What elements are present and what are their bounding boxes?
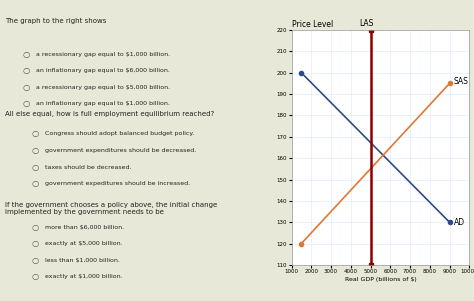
Text: Price Level: Price Level [292,20,333,29]
Text: ○: ○ [32,163,39,172]
Text: AD: AD [454,218,465,227]
Text: exactly at $1,000 billion.: exactly at $1,000 billion. [45,275,123,279]
Text: ○: ○ [32,239,39,248]
Text: government expenditures should be decreased.: government expenditures should be decrea… [45,148,196,153]
Text: ○: ○ [22,83,30,92]
Text: If the government chooses a policy above, the initial change
implemented by the : If the government chooses a policy above… [5,202,217,215]
Text: ○: ○ [32,223,39,232]
Text: ○: ○ [22,99,30,108]
Text: All else equal, how is full employment equilibrium reached?: All else equal, how is full employment e… [5,111,214,117]
Text: ○: ○ [32,179,39,188]
Text: an inflationary gap equal to $1,000 billion.: an inflationary gap equal to $1,000 bill… [36,101,169,106]
Text: ○: ○ [32,256,39,265]
Text: ○: ○ [22,50,30,59]
Text: LAS: LAS [359,19,374,28]
Text: government expeditures should be increased.: government expeditures should be increas… [45,181,190,186]
Text: SAS: SAS [454,77,468,86]
Text: an inflationary gap equal to $6,000 billion.: an inflationary gap equal to $6,000 bill… [36,68,169,73]
Text: a recessionary gap equal to $5,000 billion.: a recessionary gap equal to $5,000 billi… [36,85,170,90]
X-axis label: Real GDP (billions of $): Real GDP (billions of $) [345,277,416,282]
Text: a recessionary gap equal to $1,000 billion.: a recessionary gap equal to $1,000 billi… [36,52,170,57]
Text: more than $6,000 billion.: more than $6,000 billion. [45,225,124,230]
Text: exactly at $5,000 billion.: exactly at $5,000 billion. [45,241,123,246]
Text: taxes should be decreased.: taxes should be decreased. [45,165,131,169]
Text: less than $1,000 billion.: less than $1,000 billion. [45,258,120,263]
Text: ○: ○ [32,129,39,138]
Text: ○: ○ [32,146,39,155]
Text: ○: ○ [22,66,30,75]
Text: ○: ○ [32,272,39,281]
Text: The graph to the right shows: The graph to the right shows [5,18,106,24]
Text: Congress should adopt balanced budget policy.: Congress should adopt balanced budget po… [45,132,194,136]
